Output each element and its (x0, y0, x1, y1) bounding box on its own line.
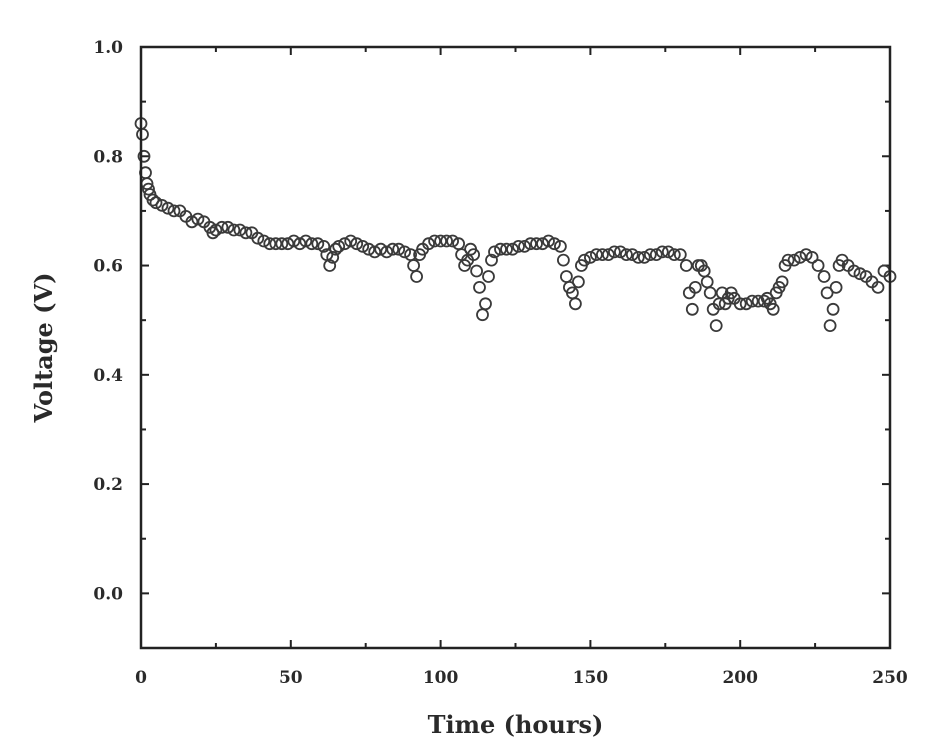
data-point (477, 309, 488, 320)
y-tick-label: 0.4 (93, 366, 123, 386)
data-point (705, 287, 716, 298)
data-point (831, 282, 842, 293)
x-tick-label: 0 (135, 668, 147, 688)
data-point (825, 320, 836, 331)
data-series (136, 118, 896, 331)
data-point (687, 304, 698, 315)
data-point (408, 260, 419, 271)
data-point (483, 271, 494, 282)
tick-labels: 0 50 100 150 200 250 0.0 0.2 0.4 0.6 0.8 1.0 (93, 38, 907, 688)
y-axis-title: Voltage (V) (29, 273, 58, 424)
data-point (570, 298, 581, 309)
y-tick-label: 0.0 (93, 584, 123, 604)
y-tick-label: 0.2 (93, 475, 123, 495)
data-point (561, 271, 572, 282)
data-point (137, 129, 148, 140)
y-tick-label: 1.0 (93, 38, 123, 58)
x-tick-label: 100 (423, 668, 459, 688)
x-tick-label: 150 (573, 668, 609, 688)
x-tick-label: 200 (722, 668, 758, 688)
y-tick-label: 0.8 (93, 147, 123, 167)
data-point (480, 298, 491, 309)
data-point (681, 260, 692, 271)
data-point (573, 276, 584, 287)
data-point (813, 260, 824, 271)
data-point (828, 304, 839, 315)
x-tick-label: 250 (872, 668, 908, 688)
data-point (711, 320, 722, 331)
data-point (702, 276, 713, 287)
data-point (411, 271, 422, 282)
axis-ticks (141, 47, 890, 648)
plot-frame (141, 47, 890, 648)
data-point (474, 282, 485, 293)
x-tick-label: 50 (279, 668, 303, 688)
data-point (471, 266, 482, 277)
data-point (558, 255, 569, 266)
y-tick-label: 0.6 (93, 257, 123, 277)
x-axis-title: Time (hours) (428, 710, 604, 739)
data-point (819, 271, 830, 282)
